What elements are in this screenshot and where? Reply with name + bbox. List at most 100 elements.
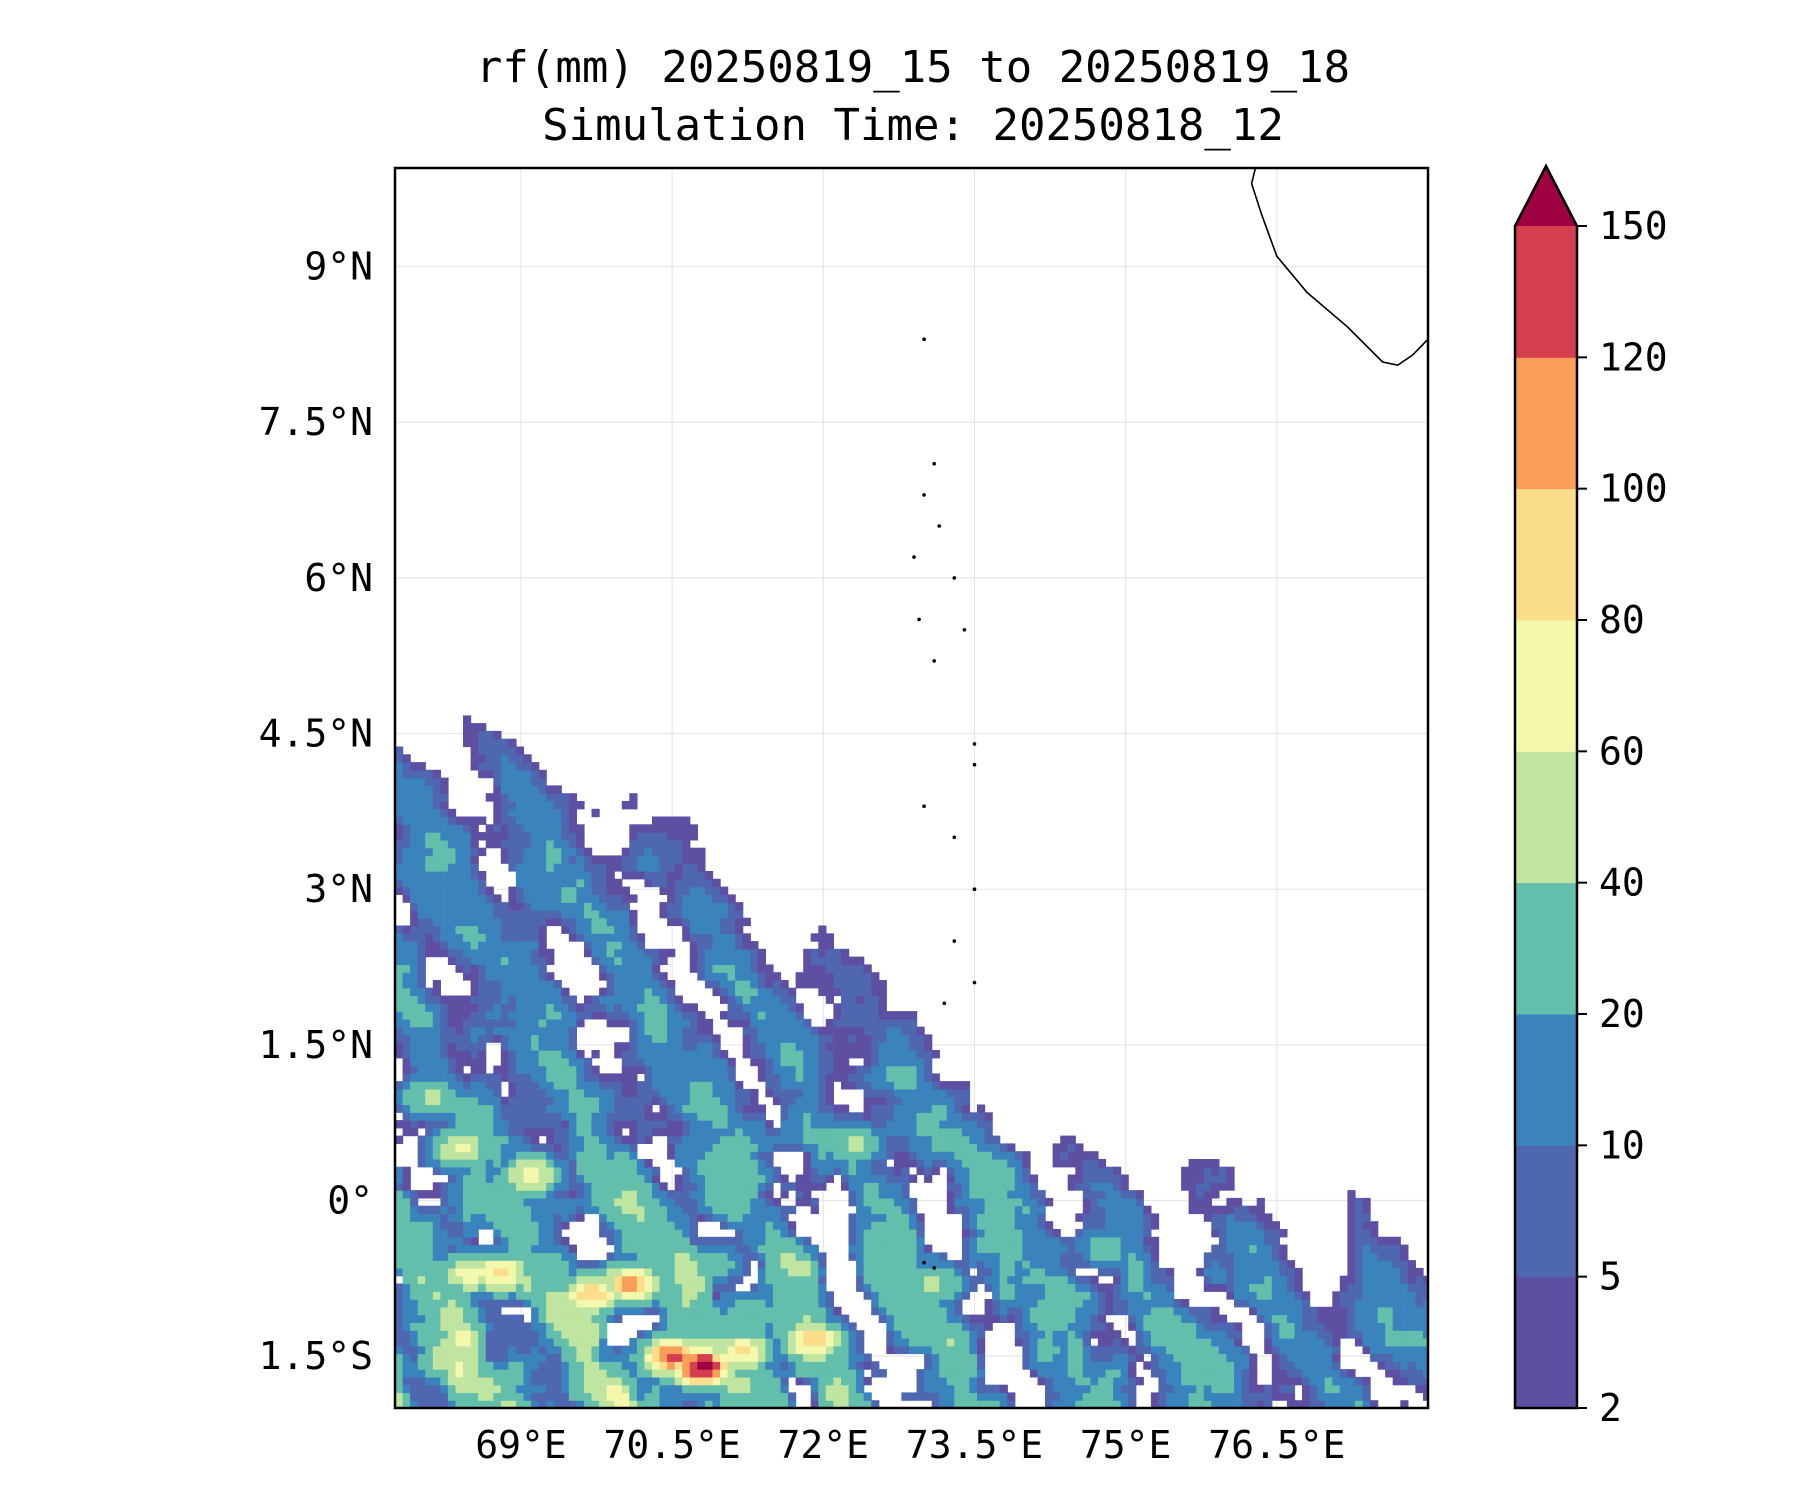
- rainfall-cell: [856, 1143, 865, 1152]
- rainfall-cell: [546, 1081, 555, 1090]
- rainfall-cell: [727, 1291, 736, 1300]
- rainfall-cell: [757, 1260, 766, 1269]
- rainfall-cell: [1120, 1267, 1129, 1277]
- rainfall-cell: [1014, 1244, 1023, 1253]
- rainfall-cell: [410, 1252, 419, 1261]
- rainfall-cell: [546, 1065, 555, 1074]
- rainfall-cell: [659, 1003, 668, 1012]
- rainfall-cell: [1082, 1213, 1091, 1222]
- rainfall-cell: [500, 987, 509, 997]
- rainfall-cell: [440, 1166, 449, 1176]
- rainfall-cell: [1271, 1361, 1280, 1370]
- rainfall-cell: [432, 1283, 441, 1292]
- rainfall-cell: [1339, 1299, 1348, 1308]
- rainfall-cell: [614, 1244, 623, 1253]
- rainfall-cell: [984, 1135, 993, 1144]
- rainfall-cell: [561, 1252, 570, 1261]
- rainfall-cell: [931, 1135, 940, 1144]
- rainfall-cell: [667, 1260, 676, 1269]
- rainfall-cell: [523, 1026, 532, 1036]
- rainfall-cell: [478, 1299, 487, 1308]
- rainfall-cell: [463, 1120, 472, 1129]
- rainfall-cell: [1060, 1314, 1069, 1323]
- rainfall-cell: [735, 1166, 744, 1176]
- rainfall-cell: [652, 1369, 661, 1378]
- rainfall-cell: [924, 1361, 933, 1370]
- rainfall-cell: [1007, 1244, 1016, 1253]
- rainfall-cell: [493, 1135, 502, 1144]
- rainfall-cell: [470, 1260, 479, 1269]
- rainfall-cell: [825, 1081, 834, 1090]
- rainfall-cell: [546, 1221, 555, 1230]
- rainfall-cell: [485, 987, 494, 997]
- rainfall-cell: [470, 1011, 479, 1020]
- rainfall-cell: [1113, 1275, 1122, 1285]
- rainfall-cell: [825, 995, 834, 1004]
- rainfall-cell: [871, 1143, 880, 1152]
- rainfall-cell: [455, 1252, 464, 1261]
- rainfall-cell: [493, 1065, 502, 1074]
- rainfall-cell: [1097, 1205, 1107, 1215]
- rainfall-cell: [599, 1306, 608, 1316]
- rainfall-cell: [485, 980, 494, 989]
- rainfall-cell: [780, 1213, 789, 1222]
- rainfall-cell: [629, 987, 638, 997]
- rainfall-cell: [644, 1081, 653, 1090]
- rainfall-cell: [1082, 1353, 1091, 1362]
- rainfall-cell: [871, 1244, 880, 1253]
- rainfall-cell: [463, 1073, 472, 1082]
- rainfall-cell: [1392, 1291, 1401, 1300]
- rainfall-cell: [1400, 1369, 1409, 1378]
- rainfall-cell: [410, 1229, 419, 1238]
- rainfall-cell: [1317, 1322, 1326, 1331]
- rainfall-cell: [712, 1096, 721, 1106]
- rainfall-cell: [629, 1376, 638, 1386]
- rainfall-cell: [1264, 1213, 1273, 1222]
- rainfall-cell: [969, 1314, 978, 1323]
- rainfall-cell: [636, 1042, 646, 1051]
- rainfall-cell: [795, 1244, 804, 1253]
- rainfall-cell: [432, 1267, 441, 1277]
- rainfall-cell: [621, 1353, 630, 1362]
- rainfall-cell: [939, 1299, 948, 1308]
- rainfall-cell: [750, 1143, 759, 1152]
- rainfall-cell: [531, 1120, 540, 1129]
- rainfall-cell: [1302, 1345, 1311, 1355]
- rainfall-cell: [1415, 1275, 1424, 1285]
- rainfall-cell: [425, 1267, 434, 1277]
- rainfall-cell: [871, 1135, 880, 1144]
- rainfall-cell: [795, 1330, 804, 1339]
- rainfall-cell: [765, 1120, 774, 1129]
- rainfall-cell: [629, 1244, 638, 1253]
- rainfall-cell: [803, 1151, 812, 1160]
- rainfall-cell: [1279, 1353, 1288, 1362]
- rainfall-cell: [712, 1244, 721, 1253]
- rainfall-cell: [772, 1338, 782, 1347]
- rainfall-cell: [440, 1096, 449, 1106]
- rainfall-cell: [621, 980, 630, 989]
- rainfall-cell: [924, 1042, 933, 1051]
- rainfall-cell: [810, 1361, 819, 1370]
- rainfall-cell: [546, 1057, 555, 1067]
- rainfall-cell: [1256, 1306, 1265, 1316]
- rainfall-cell: [1423, 1306, 1428, 1316]
- rainfall-cell: [1029, 1229, 1039, 1238]
- rainfall-cell: [561, 1236, 570, 1246]
- rainfall-cell: [1181, 1353, 1190, 1362]
- rainfall-cell: [1188, 1376, 1197, 1386]
- rainfall-cell: [568, 1120, 577, 1129]
- rainfall-cell: [561, 1314, 570, 1323]
- rainfall-cell: [1211, 1260, 1220, 1269]
- rainfall-cell: [523, 1151, 532, 1160]
- rainfall-cell: [780, 1314, 789, 1323]
- rainfall-cell: [508, 1291, 517, 1300]
- rainfall-cell: [584, 1011, 593, 1020]
- rainfall-cell: [1415, 1299, 1424, 1308]
- rainfall-cell: [689, 1306, 698, 1316]
- rainfall-cell: [1075, 1376, 1084, 1386]
- rainfall-cell: [1105, 1260, 1114, 1269]
- rainfall-cell: [1392, 1299, 1401, 1308]
- rainfall-cell: [1135, 1275, 1144, 1285]
- rainfall-cell: [961, 1112, 971, 1121]
- rainfall-cell: [818, 1034, 827, 1043]
